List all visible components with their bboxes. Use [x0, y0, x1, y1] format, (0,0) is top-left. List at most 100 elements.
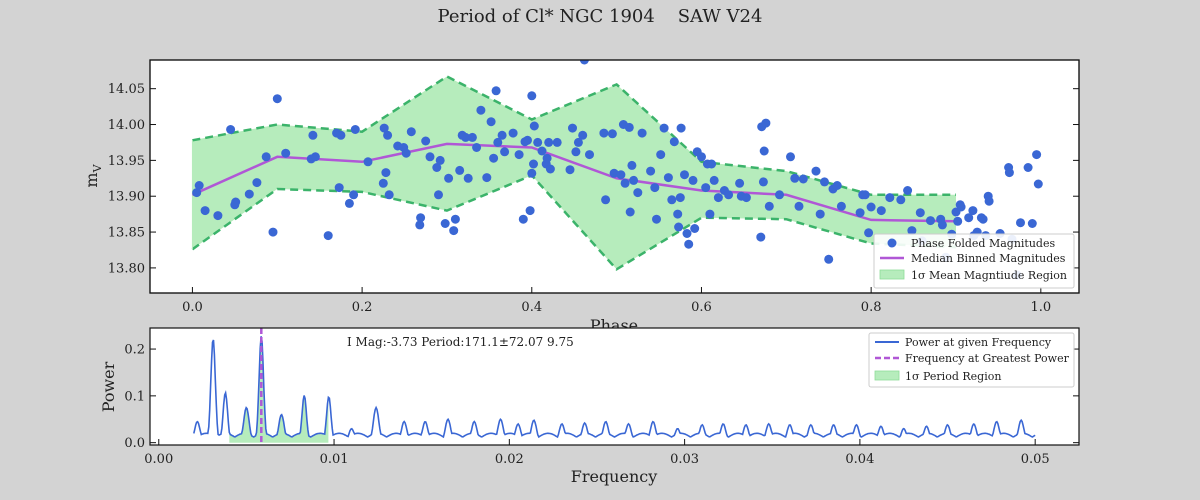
phase-legend: Phase Folded Magnitudes Median Binned Ma…	[873, 233, 1075, 289]
phase-y-tick-label: 13.95	[108, 154, 145, 169]
phase-point	[281, 148, 291, 158]
phase-point	[578, 130, 588, 140]
legend-median-label: Median Binned Magnitudes	[911, 252, 1066, 265]
phase-point	[624, 122, 634, 132]
phase-point	[609, 168, 619, 178]
frequency-x-tick-label: 0.01	[320, 452, 349, 467]
phase-points	[192, 60, 1043, 280]
phase-point	[272, 94, 282, 104]
phase-x-ticks: 0.0 0.2 0.4 0.6 0.8 1.0	[182, 287, 1051, 315]
phase-x-tick-label: 0.2	[352, 300, 373, 315]
periodogram-annotation: I Mag:-3.73 Period:171.1±72.07 9.75	[347, 335, 574, 349]
phase-point	[261, 152, 271, 162]
phase-point	[885, 193, 895, 203]
frequency-x-tick-label: 0.02	[495, 452, 524, 467]
phase-point	[434, 190, 443, 200]
phase-point	[349, 190, 359, 200]
phase-point	[701, 183, 711, 193]
phase-point	[455, 165, 465, 175]
frequency-x-label: Frequency	[571, 467, 658, 486]
phase-point	[705, 209, 715, 219]
phase-point	[650, 183, 660, 193]
phase-point	[926, 216, 935, 226]
phase-point	[620, 178, 630, 188]
phase-point	[571, 147, 581, 157]
phase-point	[669, 137, 679, 147]
phase-point	[697, 152, 706, 162]
phase-point	[544, 137, 554, 147]
phase-point	[344, 198, 354, 208]
phase-point	[756, 232, 766, 242]
phase-x-tick-label: 0.8	[861, 300, 882, 315]
phase-point	[688, 175, 698, 185]
phase-point	[625, 207, 635, 217]
legend-points-marker	[887, 238, 897, 248]
phase-point	[533, 137, 543, 147]
phase-point	[607, 129, 617, 139]
phase-point	[573, 137, 583, 147]
phase-y-ticks: 13.80 13.85 13.90 13.95 14.00 14.05	[108, 82, 1079, 276]
phase-point	[537, 146, 547, 156]
phase-point	[794, 201, 804, 211]
phase-point	[775, 190, 784, 200]
phase-point	[545, 164, 555, 174]
legend-band-label: 1σ Mean Magntiude Region	[911, 269, 1067, 282]
phase-point	[379, 123, 389, 133]
phase-point	[252, 178, 262, 188]
phase-point	[984, 196, 994, 206]
phase-point	[310, 152, 320, 162]
phase-point	[449, 226, 459, 236]
legend-region-marker	[874, 370, 900, 381]
phase-point	[707, 159, 717, 169]
phase-point	[384, 190, 394, 200]
phase-y-tick-label: 13.85	[108, 226, 145, 241]
legend-power-label: Power at given Frequency	[905, 336, 1052, 349]
power-y-tick-label: 0.1	[124, 389, 145, 404]
phase-point	[836, 201, 846, 211]
phase-x-tick-label: 1.0	[1030, 300, 1051, 315]
phase-point	[758, 177, 768, 187]
phase-point	[415, 220, 425, 230]
phase-point	[1023, 163, 1033, 172]
phase-point	[735, 178, 745, 188]
phase-point	[709, 175, 719, 185]
phase-point	[724, 190, 734, 200]
power-y-label: Power	[99, 361, 118, 412]
power-y-tick-label: 0.0	[124, 436, 145, 451]
phase-legend-box	[873, 233, 1075, 289]
phase-point	[637, 128, 647, 138]
phase-point	[579, 60, 589, 65]
phase-point	[1027, 219, 1037, 228]
frequency-x-tick-label: 0.05	[1021, 452, 1050, 467]
phase-point	[684, 239, 694, 249]
phase-point	[741, 193, 751, 203]
phase-point	[1004, 168, 1014, 178]
phase-point	[334, 183, 344, 193]
periodogram-legend: Power at given Frequency Frequency at Gr…	[868, 332, 1075, 388]
phase-point	[599, 128, 609, 138]
phase-point	[378, 178, 388, 188]
phase-point	[673, 209, 683, 219]
phase-point	[226, 125, 236, 134]
phase-point	[552, 137, 562, 147]
frequency-x-ticks: 0.00 0.01 0.02 0.03 0.04 0.05	[144, 439, 1050, 467]
phase-point	[585, 150, 594, 160]
phase-point	[798, 174, 808, 184]
phase-point	[915, 208, 925, 218]
phase-point	[350, 125, 360, 134]
phase-y-tick-label: 14.00	[108, 118, 145, 133]
phase-point	[764, 201, 774, 211]
power-polyline	[193, 336, 1036, 439]
phase-point	[876, 206, 886, 216]
phase-point	[627, 160, 637, 170]
phase-plot-border	[149, 59, 1080, 294]
phase-point	[1016, 218, 1025, 228]
phase-point	[527, 91, 537, 101]
phase-point	[978, 214, 988, 224]
phase-point	[472, 143, 482, 152]
phase-point	[450, 214, 460, 224]
phase-point	[855, 208, 865, 218]
phase-point	[381, 168, 391, 178]
phase-y-label: mV	[82, 163, 104, 187]
